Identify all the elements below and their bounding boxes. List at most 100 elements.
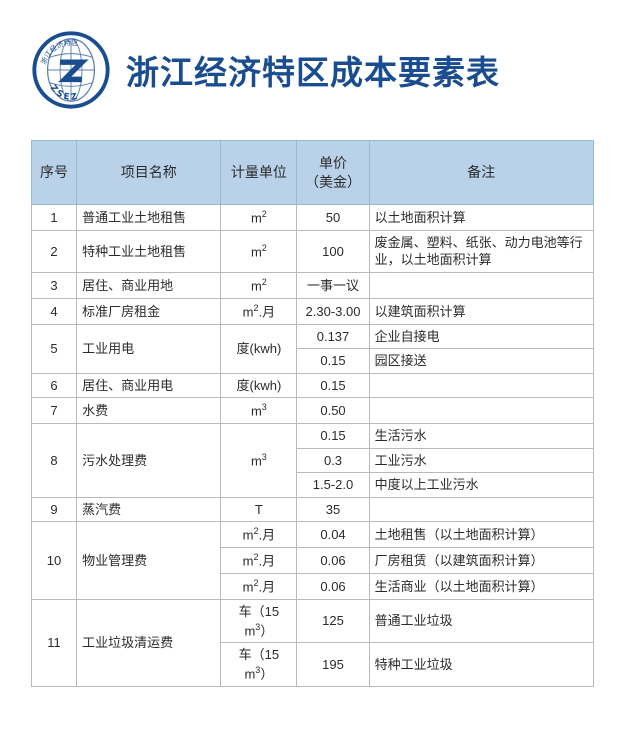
cell-price: 0.04 (296, 521, 370, 549)
cell-unit: 车（15 m3） (220, 642, 298, 687)
cell-item-name: 普通工业土地租售 (76, 204, 222, 231)
table-row: 8 污水处理费 m3 0.15 生活污水 (30, 423, 595, 498)
cell-note (368, 372, 595, 399)
cell-index: 2 (30, 229, 78, 273)
cell-note (368, 496, 595, 523)
cell-price: 125 (296, 599, 370, 644)
table-row: 2 特种工业土地租售 m2 100 废金属、塑料、纸张、动力电池等行业，以土地面积计算 (30, 229, 595, 273)
cell-note: 生活污水 (368, 423, 595, 449)
cell-unit: 车（15 m3） (220, 599, 298, 644)
cell-item-name: 污水处理费 (76, 423, 222, 498)
cell-price: 一事一议 (296, 271, 370, 299)
cell-note (368, 271, 595, 299)
cell-item-name: 标准厂房租金 (76, 297, 222, 325)
cell-unit: m3 (220, 397, 298, 425)
table-header: 序号 项目名称 计量单位 单价 （美金） 备注 (30, 140, 595, 205)
table-row: 0.3 工业污水 (32, 447, 595, 474)
cell-unit: m2.月 (220, 547, 298, 575)
cell-unit: 度(kwh) (220, 323, 298, 374)
cell-item-name: 居住、商业用地 (76, 271, 222, 299)
cell-index: 1 (30, 204, 78, 231)
cell-price: 100 (296, 229, 370, 273)
cell-unit: m3 (220, 423, 298, 498)
cell-price: 0.15 (296, 348, 370, 374)
column-header-name: 项目名称 (76, 140, 222, 205)
cell-item-name: 居住、商业用电 (76, 372, 222, 399)
cell-note: 普通工业垃圾 (368, 599, 595, 644)
cell-unit: m2 (220, 204, 298, 231)
column-header-unit: 计量单位 (220, 140, 298, 205)
cell-note: 园区接送 (368, 348, 595, 374)
cell-note: 土地租售（以土地面积计算） (368, 521, 595, 549)
zsez-globe-logo: 浙江经济特区 ZSEZ (32, 31, 110, 109)
cell-unit: m2 (220, 271, 298, 299)
cell-note: 以土地面积计算 (368, 204, 595, 231)
table-row: 7 水费 m3 0.50 (30, 397, 595, 425)
cell-price: 35 (296, 496, 370, 523)
cell-item-name: 工业用电 (76, 323, 222, 374)
column-header-price-line1: 单价 (319, 154, 348, 171)
cell-price: 1.5-2.0 (296, 472, 370, 498)
cost-table-container: 序号 项目名称 计量单位 单价 （美金） 备注 1 普通工业土地租售 m2 50 以土地… (0, 140, 625, 687)
cell-unit: m2.月 (220, 521, 298, 549)
cell-item-name: 工业垃圾清运费 (76, 599, 222, 687)
cell-price: 2.30-3.00 (296, 297, 370, 325)
table-row: 11 工业垃圾清运费 车（15 m3） 125 普通工业垃圾 (30, 599, 595, 687)
cell-note: 废金属、塑料、纸张、动力电池等行业，以土地面积计算 (368, 229, 595, 273)
cell-note (368, 397, 595, 425)
column-header-index: 序号 (30, 140, 78, 205)
cell-price: 50 (296, 204, 370, 231)
table-row: 5 工业用电 度(kwh) 0.137 企业自接电 (30, 323, 595, 374)
table-header-row: 序号 项目名称 计量单位 单价 （美金） 备注 (30, 140, 595, 205)
page-banner: 浙江经济特区 ZSEZ 浙江经济特区成本要素表 (0, 0, 625, 140)
table-row: 车（15 m3） 195 特种工业垃圾 (32, 642, 595, 687)
cell-item-name: 特种工业土地租售 (76, 229, 222, 273)
cell-item-name: 蒸汽费 (76, 496, 222, 523)
page-title: 浙江经济特区成本要素表 (126, 53, 500, 92)
cell-index: 7 (30, 397, 78, 425)
cell-note: 生活商业（以土地面积计算） (368, 573, 595, 601)
table-body: 1 普通工业土地租售 m2 50 以土地面积计算 2 特种工业土地租售 m2 100 废金属、塑料… (30, 204, 595, 687)
column-header-price-line2: （美金） (305, 173, 362, 190)
cell-note: 中度以上工业污水 (368, 472, 595, 498)
cell-unit: m2.月 (220, 573, 298, 601)
table-row: 9 蒸汽费 T 35 (30, 496, 595, 523)
cell-index: 9 (30, 496, 78, 523)
cell-note: 工业污水 (368, 447, 595, 474)
cell-index: 8 (30, 423, 78, 498)
table-row: m2.月 0.06 生活商业（以土地面积计算） (32, 573, 595, 601)
cell-note: 企业自接电 (368, 323, 595, 350)
column-header-note: 备注 (368, 140, 595, 205)
cell-item-name: 物业管理费 (76, 521, 222, 601)
column-header-price: 单价 （美金） (296, 140, 370, 205)
table-row: 3 居住、商业用地 m2 一事一议 (30, 271, 595, 299)
cell-index: 5 (30, 323, 78, 374)
cell-price: 0.15 (296, 423, 370, 449)
cell-index: 4 (30, 297, 78, 325)
cell-price: 0.137 (296, 323, 370, 350)
cell-note: 厂房租赁（以建筑面积计算） (368, 547, 595, 575)
cell-index: 6 (30, 372, 78, 399)
table-row: 6 居住、商业用电 度(kwh) 0.15 (30, 372, 595, 399)
cell-price: 195 (296, 642, 370, 687)
table-row: 1 普通工业土地租售 m2 50 以土地面积计算 (30, 204, 595, 231)
cell-price: 0.06 (296, 573, 370, 601)
cell-unit: 度(kwh) (220, 372, 298, 399)
table-row: 4 标准厂房租金 m2.月 2.30-3.00 以建筑面积计算 (30, 297, 595, 325)
cell-note: 以建筑面积计算 (368, 297, 595, 325)
cell-index: 10 (30, 521, 78, 601)
cost-elements-table: 序号 项目名称 计量单位 单价 （美金） 备注 1 普通工业土地租售 m2 50 以土地… (30, 140, 595, 687)
cell-index: 11 (30, 599, 78, 687)
cell-unit: m2.月 (220, 297, 298, 325)
cell-price: 0.15 (296, 372, 370, 399)
cell-price: 0.3 (296, 447, 370, 474)
cell-item-name: 水费 (76, 397, 222, 425)
cell-unit: m2 (220, 229, 298, 273)
table-row: 1.5-2.0 中度以上工业污水 (32, 472, 595, 498)
cell-price: 0.06 (296, 547, 370, 575)
cell-price: 0.50 (296, 397, 370, 425)
cell-index: 3 (30, 271, 78, 299)
cell-unit: T (220, 496, 298, 523)
table-row: 10 物业管理费 m2.月 0.04 土地租售（以土地面积计算） (30, 521, 595, 601)
cell-note: 特种工业垃圾 (368, 642, 595, 687)
